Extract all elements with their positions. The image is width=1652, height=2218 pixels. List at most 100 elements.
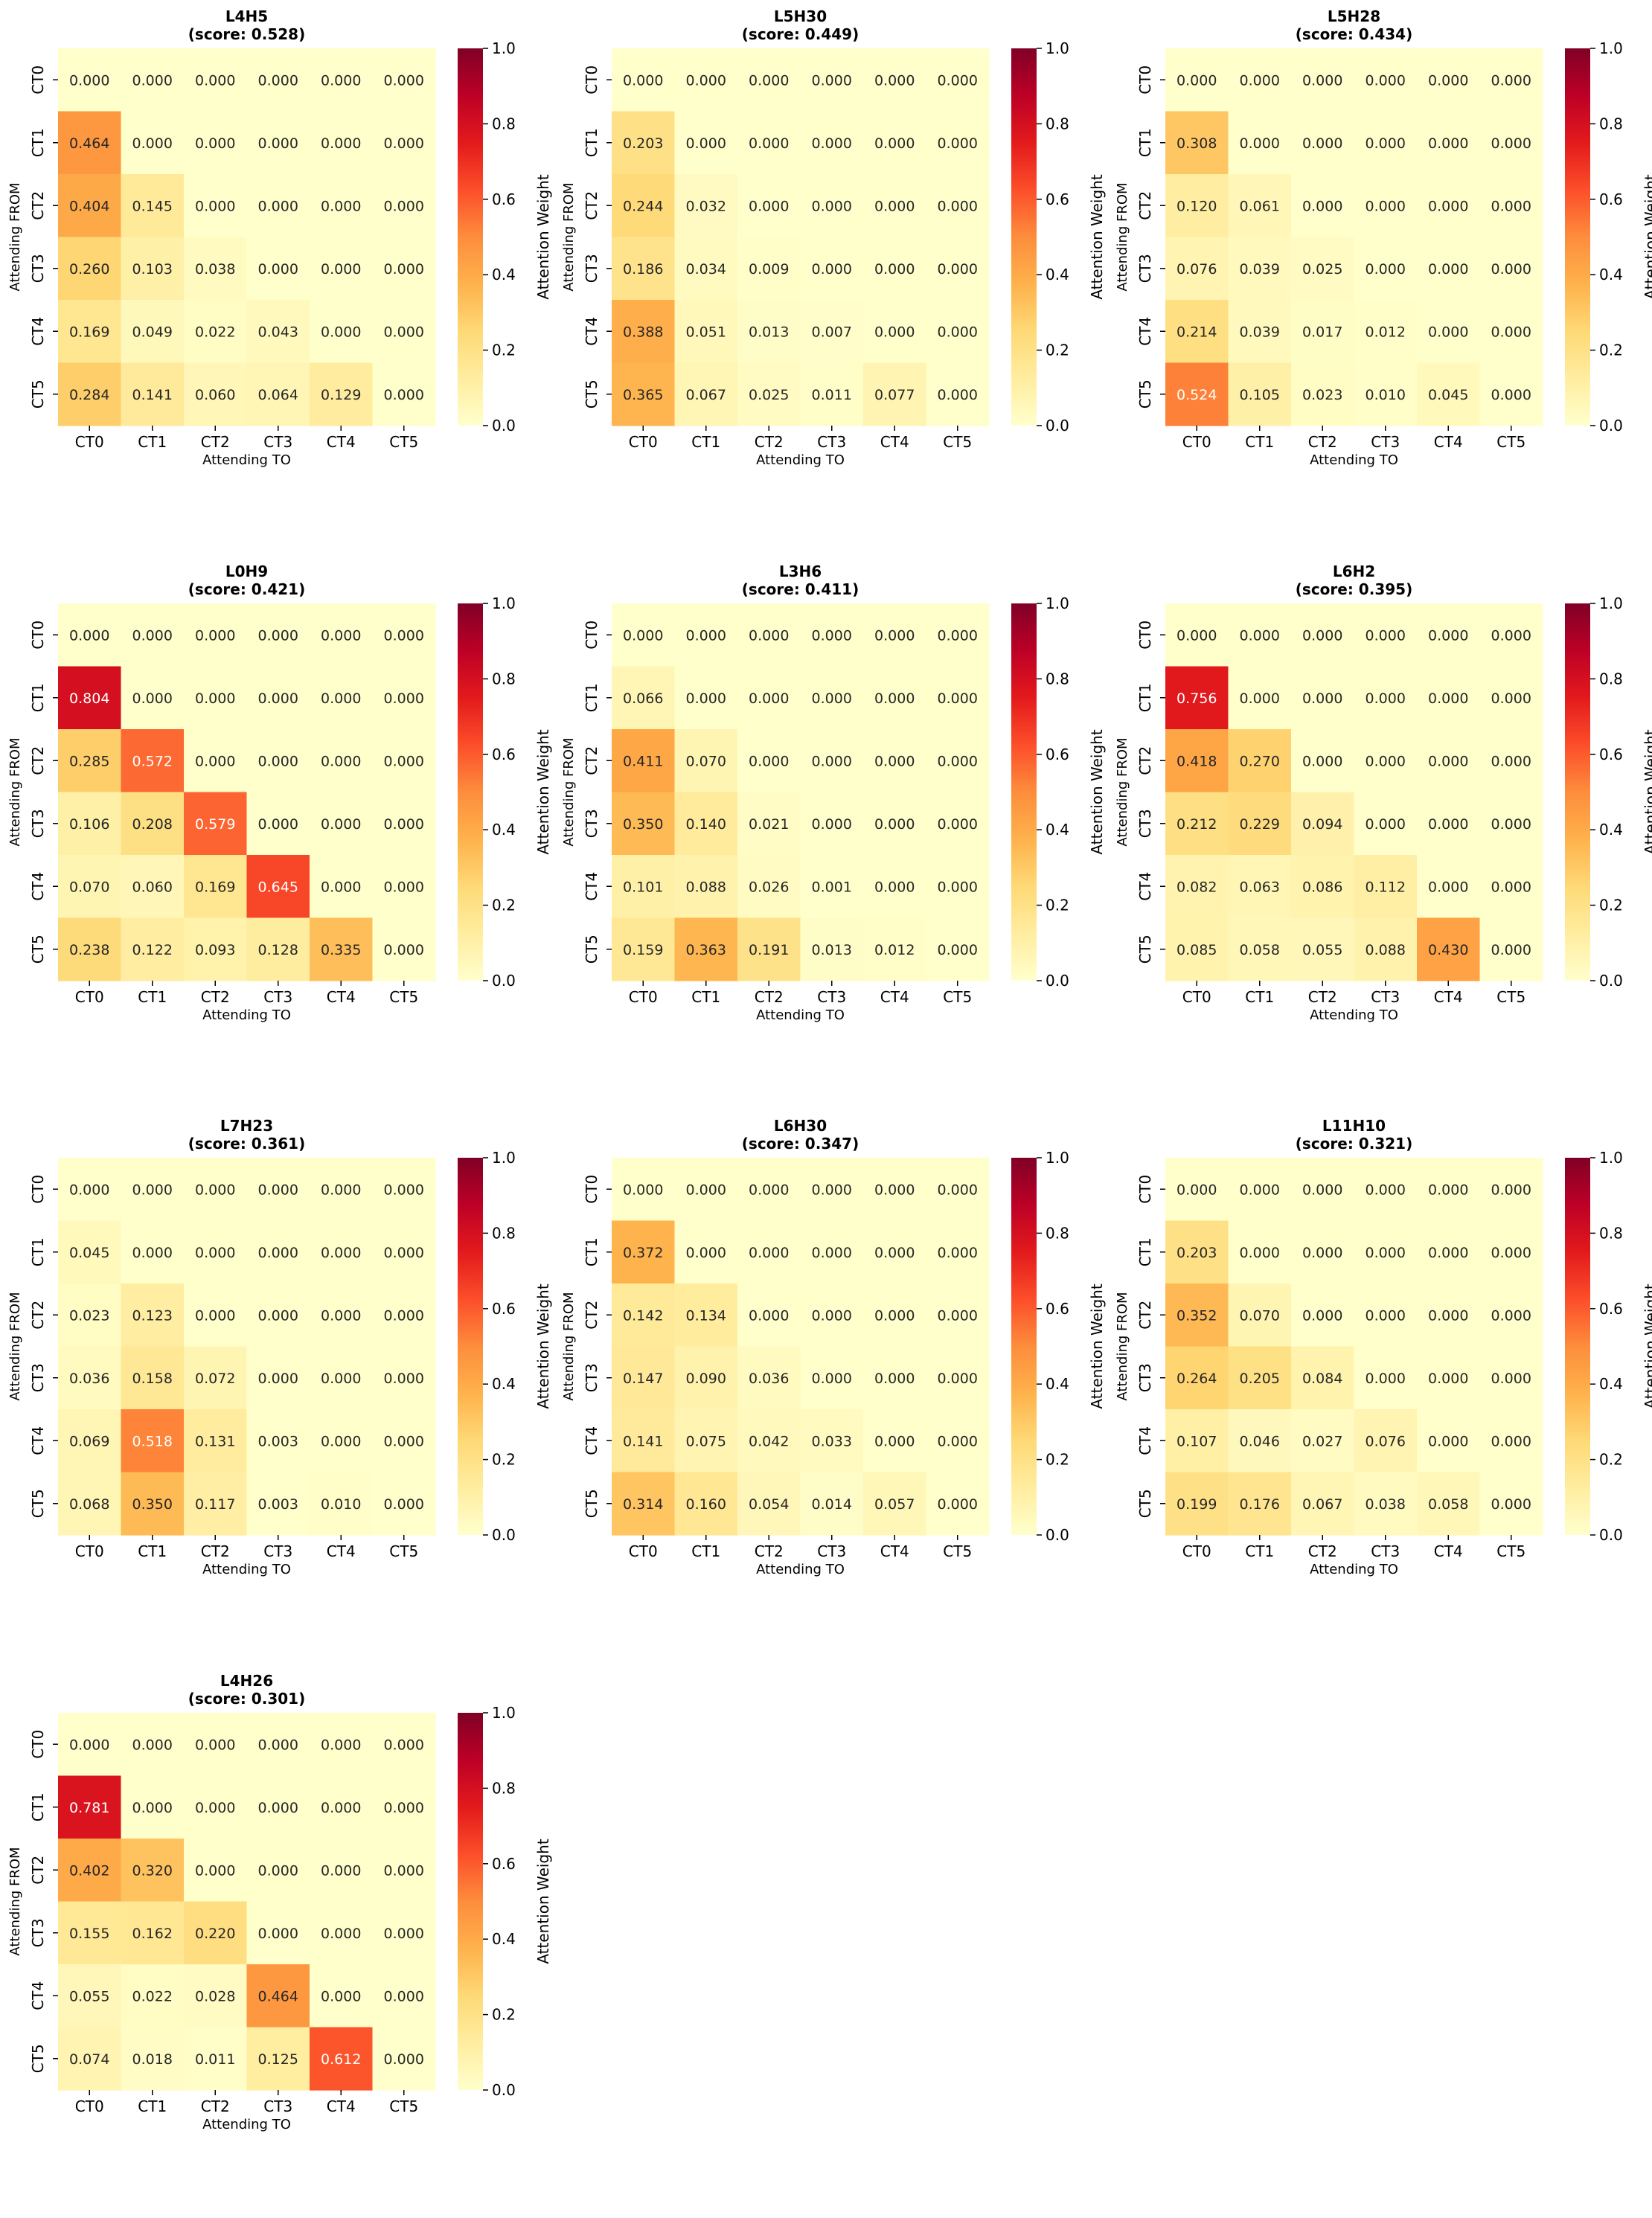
heatmap-cell <box>800 1283 864 1347</box>
x-tick-label: CT0 <box>1182 433 1211 451</box>
heatmap-cell <box>863 1409 927 1473</box>
y-axis-label: Attending FROM <box>7 182 23 291</box>
cell-value-label: 0.372 <box>623 1245 663 1261</box>
heatmap-cell <box>246 1409 310 1473</box>
heatmap-cell <box>121 1472 185 1536</box>
y-tick-label: CT3 <box>583 809 601 838</box>
y-tick-label: CT5 <box>1136 379 1154 408</box>
heatmap-cell <box>1228 1158 1292 1222</box>
y-tick-label: CT4 <box>583 317 601 346</box>
cell-value-label: 0.042 <box>749 1433 789 1449</box>
cell-value-label: 0.063 <box>1240 879 1280 895</box>
heatmap-cell <box>58 1839 122 1903</box>
heatmap-panel: L7H23(score: 0.361) 0.000 0.000 0.000 0.000 0… <box>7 1117 552 1577</box>
cell-value-label: 0.072 <box>195 1371 235 1387</box>
y-tick-label: CT0 <box>1136 621 1154 650</box>
cell-value-label: 0.088 <box>686 879 726 895</box>
cell-value-label: 0.388 <box>623 324 663 340</box>
heatmap-cell <box>1165 362 1229 426</box>
cell-value-label: 0.000 <box>384 261 424 278</box>
heatmap-cell <box>184 603 248 667</box>
heatmap-cell <box>1479 237 1543 301</box>
cell-value-label: 0.000 <box>258 1182 298 1198</box>
y-tick-label: CT1 <box>29 1237 47 1266</box>
heatmap-cell <box>1417 362 1481 426</box>
heatmap-cell <box>737 855 801 919</box>
cell-value-label: 0.518 <box>132 1433 173 1449</box>
heatmap-cell <box>121 1283 185 1347</box>
cell-value-label: 0.176 <box>1240 1496 1280 1513</box>
y-tick-label: CT5 <box>29 935 47 964</box>
cell-value-label: 0.000 <box>749 1245 789 1261</box>
cell-value-label: 0.203 <box>623 135 663 152</box>
heatmap-cell <box>1291 666 1355 730</box>
cell-value-label: 0.000 <box>812 753 852 769</box>
heatmap-cell <box>612 111 676 175</box>
cell-value-label: 0.000 <box>1176 627 1217 644</box>
cell-value-label: 0.000 <box>258 1737 298 1753</box>
x-tick-label: CT3 <box>1371 1542 1400 1560</box>
heatmap-cell <box>1228 1346 1292 1410</box>
cell-value-label: 0.000 <box>69 627 109 644</box>
heatmap-cell <box>1354 111 1418 175</box>
heatmap-cell <box>121 174 185 238</box>
cell-value-label: 0.000 <box>938 387 978 403</box>
x-axis-label: Attending TO <box>202 1007 291 1023</box>
y-tick-label: CT5 <box>583 379 601 408</box>
colorbar-tick-label: 0.0 <box>492 417 516 435</box>
heatmap-cell <box>1165 603 1229 667</box>
y-axis-label: Attending FROM <box>1115 1292 1130 1400</box>
colorbar-tick-label: 1.0 <box>492 1704 516 1722</box>
heatmap-cell <box>184 1220 248 1284</box>
y-tick-label: CT2 <box>1136 191 1154 220</box>
heatmap-cell <box>1228 855 1292 919</box>
colorbar-tick-label: 0.4 <box>492 266 516 283</box>
heatmap-cell <box>121 1713 185 1777</box>
heatmap-cell <box>1354 48 1418 112</box>
y-tick-label: CT4 <box>1136 872 1154 901</box>
y-tick-label: CT5 <box>29 2044 47 2073</box>
chart-subtitle: (score: 0.301) <box>188 1690 305 1708</box>
cell-value-label: 0.011 <box>812 387 852 403</box>
x-tick-label: CT0 <box>75 2097 104 2115</box>
heatmap-cell <box>246 237 310 301</box>
heatmap-cell <box>1417 1220 1481 1284</box>
heatmap-cell <box>310 855 374 919</box>
heatmap-cell <box>1291 1158 1355 1222</box>
y-tick-label: CT3 <box>1136 254 1154 283</box>
cell-value-label: 0.208 <box>132 816 173 833</box>
heatmap-cell <box>674 855 738 919</box>
heatmap-cell <box>372 855 436 919</box>
cell-value-label: 0.000 <box>1302 753 1342 769</box>
cell-value-label: 0.084 <box>1302 1371 1342 1387</box>
heatmap-cell <box>737 1158 801 1222</box>
colorbar-tick-label: 0.4 <box>1046 821 1069 839</box>
x-tick-label: CT5 <box>389 2097 418 2115</box>
heatmap-cell <box>58 111 122 175</box>
heatmap-cell <box>674 1158 738 1222</box>
heatmap-cell <box>1228 666 1292 730</box>
cell-value-label: 0.000 <box>195 1307 235 1324</box>
heatmap-cell <box>1479 111 1543 175</box>
cell-value-label: 0.365 <box>623 387 663 403</box>
heatmap-cell <box>372 237 436 301</box>
heatmap-cell <box>926 48 990 112</box>
heatmap-cell <box>1165 174 1229 238</box>
colorbar-tick-label: 0.4 <box>492 821 516 839</box>
y-tick-label: CT4 <box>1136 317 1154 346</box>
heatmap-cell <box>246 1283 310 1347</box>
x-tick-label: CT0 <box>1182 1542 1211 1560</box>
colorbar-tick-label: 0.8 <box>492 1224 516 1242</box>
heatmap-cell <box>184 1901 248 1965</box>
heatmap-cell <box>58 917 122 981</box>
heatmap-cell <box>1479 1409 1543 1473</box>
cell-value-label: 0.285 <box>69 753 109 769</box>
cell-value-label: 0.070 <box>1240 1307 1280 1324</box>
colorbar-tick-label: 0.8 <box>1599 1224 1623 1242</box>
x-tick-label: CT1 <box>1245 988 1274 1006</box>
heatmap-cell <box>863 237 927 301</box>
cell-value-label: 0.074 <box>69 2051 109 2068</box>
heatmap-cell <box>1479 792 1543 856</box>
heatmap-panel: L6H2(score: 0.395) 0.000 0.000 0.000 0.000 0.… <box>1115 562 1652 1023</box>
heatmap-panel: L11H10(score: 0.321) 0.000 0.000 0.000 0.000… <box>1115 1117 1652 1577</box>
